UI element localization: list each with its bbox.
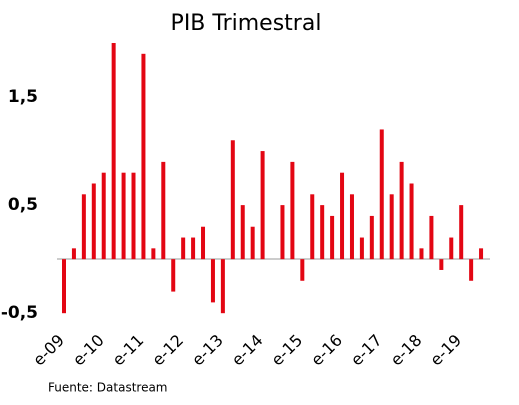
bar xyxy=(161,161,166,260)
bar xyxy=(469,259,474,281)
bar xyxy=(399,161,404,260)
bar xyxy=(260,151,265,260)
bar xyxy=(419,248,424,260)
bar xyxy=(409,183,414,260)
bar xyxy=(71,248,76,260)
bar xyxy=(300,259,305,281)
bar xyxy=(240,205,245,260)
bar xyxy=(479,248,484,260)
bar xyxy=(220,259,225,314)
x-tick-label: e-16 xyxy=(307,331,346,370)
bar xyxy=(389,194,394,260)
bar xyxy=(359,237,364,260)
bar xyxy=(449,237,454,260)
bar xyxy=(310,194,315,260)
x-tick-label: e-15 xyxy=(267,331,306,370)
bar xyxy=(131,172,136,260)
bar xyxy=(340,172,345,260)
x-tick-label: e-19 xyxy=(426,331,465,370)
bar xyxy=(349,194,354,260)
bar xyxy=(111,43,116,260)
bar xyxy=(230,140,235,260)
x-tick-label: e-13 xyxy=(188,331,227,370)
bar xyxy=(171,259,176,292)
y-tick-label: 1,5 xyxy=(8,87,38,107)
bar xyxy=(141,53,146,260)
bar xyxy=(151,248,156,260)
x-tick-label: e-14 xyxy=(228,331,267,370)
bar xyxy=(379,129,384,260)
bar xyxy=(201,226,206,260)
bar xyxy=(62,259,66,314)
y-tick-label: -0,5 xyxy=(1,303,38,323)
bar xyxy=(181,237,186,260)
chart-title: PIB Trimestral xyxy=(171,11,322,36)
x-tick-label: e-12 xyxy=(148,331,187,370)
y-tick-label: 0,5 xyxy=(8,195,38,215)
bar xyxy=(369,215,374,260)
bar xyxy=(439,259,444,270)
bar xyxy=(191,237,196,260)
bar xyxy=(330,215,335,260)
x-tick-label: e-17 xyxy=(347,331,386,370)
bar xyxy=(121,172,126,260)
bar xyxy=(210,259,215,303)
x-tick-label: e-09 xyxy=(29,331,68,370)
x-tick-label: e-10 xyxy=(69,331,108,370)
bar xyxy=(320,205,325,260)
bar xyxy=(81,194,86,260)
bar xyxy=(459,205,464,260)
source-note: Fuente: Datastream xyxy=(48,381,168,395)
bar xyxy=(91,183,96,260)
x-tick-label: e-11 xyxy=(109,331,148,370)
x-tick-label: e-18 xyxy=(387,331,426,370)
bar xyxy=(250,226,255,260)
bar xyxy=(280,205,285,260)
bar xyxy=(429,215,434,260)
bar xyxy=(290,161,295,260)
bar xyxy=(101,172,106,260)
